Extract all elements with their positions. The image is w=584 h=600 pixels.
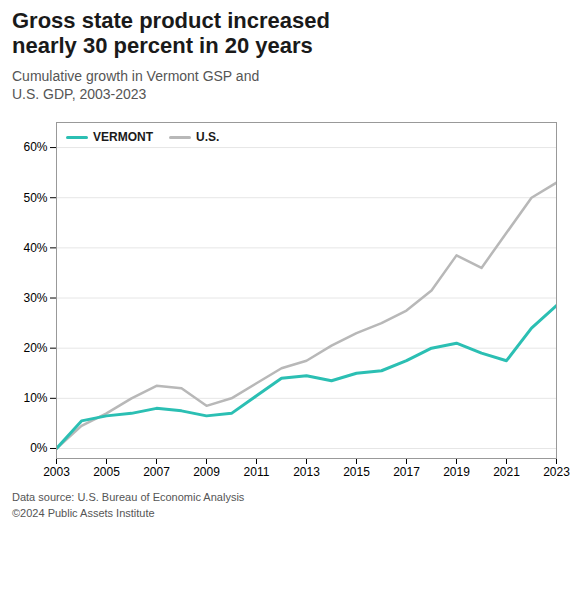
svg-text:40%: 40%	[23, 241, 47, 255]
svg-text:2017: 2017	[393, 465, 420, 479]
html-text:Data source: U.S. Bureau of Ec: Data source: U.S. Bureau of Economic Ana…	[12, 491, 245, 520]
svg-text:2013: 2013	[293, 465, 320, 479]
svg-text:60%: 60%	[23, 141, 47, 155]
svg-text:20%: 20%	[23, 341, 47, 355]
svg-text:2019: 2019	[443, 465, 470, 479]
svg-text:2023: 2023	[543, 465, 570, 479]
svg-text:2005: 2005	[93, 465, 120, 479]
svg-text:2007: 2007	[143, 465, 170, 479]
html-text:VERMONT: VERMONT	[93, 130, 153, 145]
svg-text:2015: 2015	[343, 465, 370, 479]
svg-text:50%: 50%	[23, 191, 47, 205]
svg-text:2003: 2003	[43, 465, 70, 479]
svg-text:30%: 30%	[23, 291, 47, 305]
svg-text:2021: 2021	[493, 465, 520, 479]
html-text:U.S.: U.S.	[196, 130, 220, 145]
svg-text:0%: 0%	[30, 442, 48, 456]
html-text:Gross state product increased: Gross state product increased nearly 30 …	[12, 8, 330, 59]
svg-text:10%: 10%	[23, 392, 47, 406]
svg-text:2011: 2011	[244, 465, 270, 479]
html-text:Cumulative growth in Vermont G: Cumulative growth in Vermont GSP and U.S…	[12, 67, 260, 103]
svg-text:2009: 2009	[193, 465, 220, 479]
